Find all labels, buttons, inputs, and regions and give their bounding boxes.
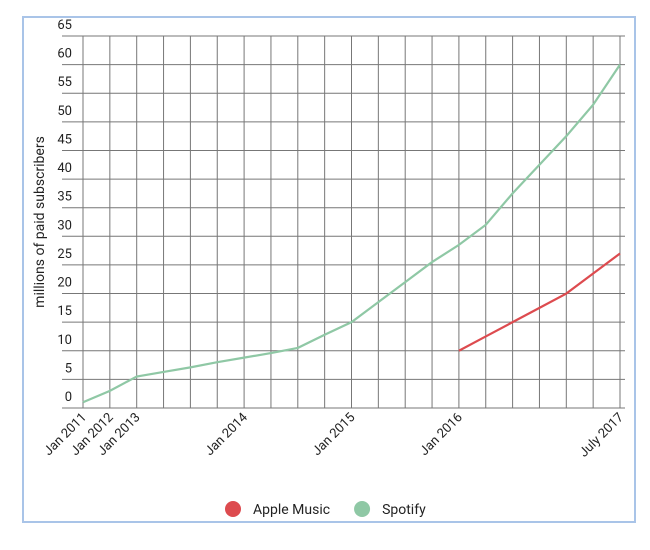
frame xyxy=(22,16,636,523)
y-tick-label: 55 xyxy=(57,75,72,90)
legend-label: Spotify xyxy=(382,502,426,518)
y-tick-label: 35 xyxy=(57,190,72,205)
y-tick-label: 20 xyxy=(57,276,72,291)
y-tick-label: 40 xyxy=(57,161,72,176)
y-tick-label: 50 xyxy=(57,104,72,119)
y-tick-label: 45 xyxy=(57,132,72,147)
y-tick-label: 10 xyxy=(57,333,72,348)
y-tick-label: 5 xyxy=(65,361,72,376)
x-tick-label: Jan 2014 xyxy=(202,410,251,459)
legend-marker xyxy=(225,501,241,517)
x-tick-label: Jan 2016 xyxy=(417,410,466,459)
x-tick-label: Jan 2015 xyxy=(310,410,359,459)
y-tick-label: 0 xyxy=(65,390,72,405)
legend-label: Apple Music xyxy=(253,502,330,518)
y-tick-label: 15 xyxy=(57,304,72,319)
legend-marker xyxy=(354,501,371,517)
y-tick-label: 60 xyxy=(57,47,72,62)
y-tick-label: 65 xyxy=(57,18,72,33)
x-tick-label: July 2017 xyxy=(577,410,627,460)
y-tick-label: 30 xyxy=(57,218,72,233)
y-axis-label: millions of paid subscribers xyxy=(32,136,48,308)
series-line xyxy=(82,64,621,404)
series-line xyxy=(458,252,621,352)
y-tick-label: 25 xyxy=(57,247,72,262)
